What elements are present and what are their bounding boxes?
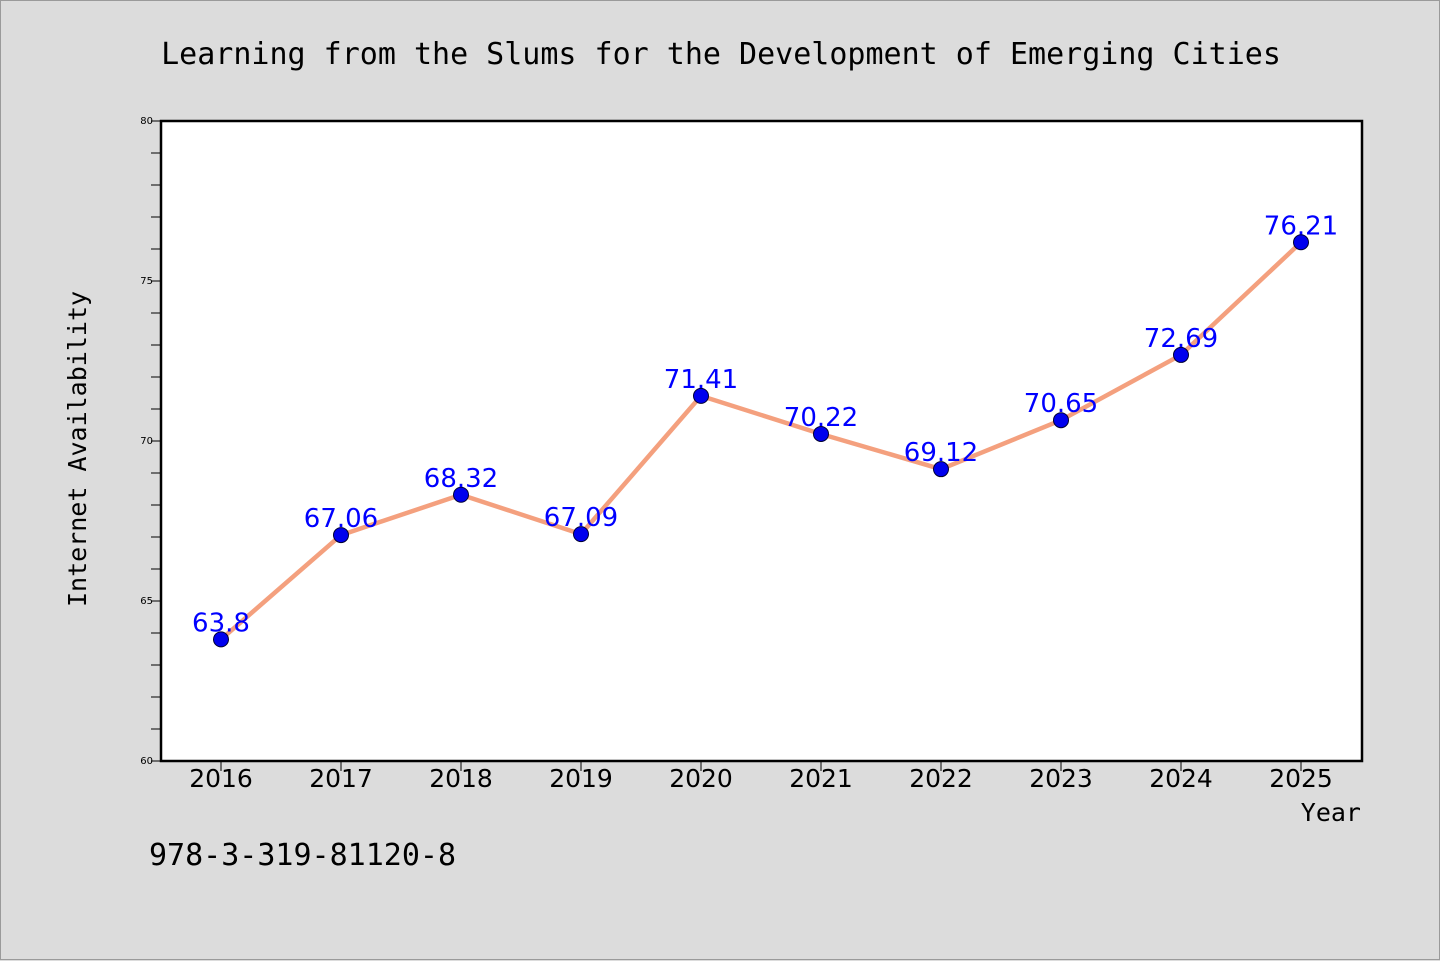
x-tick-label: 2023 <box>1029 764 1093 793</box>
data-point <box>1293 234 1309 251</box>
data-label: 71.41 <box>664 365 738 395</box>
plot-area <box>159 119 1364 763</box>
x-tick-label: 2022 <box>909 764 973 793</box>
isbn-code: 978-3-319-81120-8 <box>149 838 456 873</box>
data-label: 76.21 <box>1264 211 1338 241</box>
data-label: 63.8 <box>192 608 250 638</box>
y-axis: 60 65 70 75 80 <box>140 116 161 767</box>
data-point <box>1053 412 1069 429</box>
data-point <box>453 486 469 503</box>
x-axis-label: Year <box>1301 798 1361 827</box>
data-label: 69.12 <box>904 438 978 468</box>
data-point <box>693 387 709 404</box>
series-line <box>218 240 1304 642</box>
data-point <box>573 526 589 543</box>
y-tick-label: 65 <box>140 596 153 607</box>
data-label: 70.22 <box>784 403 858 433</box>
data-point <box>333 527 349 544</box>
x-tick-label: 2020 <box>669 764 733 793</box>
data-label: 67.06 <box>304 504 378 534</box>
x-tick-label: 2019 <box>549 764 613 793</box>
x-tick-label: 2024 <box>1149 764 1213 793</box>
x-tick-label: 2016 <box>189 764 253 793</box>
y-tick-label: 75 <box>140 276 153 287</box>
x-axis: 2016 2017 2018 2019 2020 2021 2022 2023 2024 2025 <box>189 761 1333 793</box>
x-tick-label: 2018 <box>429 764 493 793</box>
data-point <box>813 425 829 442</box>
chart-title: Learning from the Slums for the Developm… <box>161 37 1281 72</box>
data-label: 68.32 <box>424 464 498 494</box>
data-point <box>1173 346 1189 363</box>
data-point <box>213 631 229 648</box>
series-group: 63.8 67.06 68.32 67.09 71.41 70.22 69.12 70.65 7… <box>192 211 1338 648</box>
data-label: 67.09 <box>544 503 618 533</box>
data-point <box>933 461 949 478</box>
y-tick-label: 60 <box>140 756 153 767</box>
data-label: 72.69 <box>1144 324 1218 354</box>
x-tick-label: 2025 <box>1269 764 1333 793</box>
y-axis-label: Internet Availability <box>63 291 92 607</box>
x-tick-label: 2017 <box>309 764 373 793</box>
data-label: 70.65 <box>1024 389 1098 419</box>
x-tick-label: 2021 <box>789 764 853 793</box>
y-tick-label: 70 <box>140 436 153 447</box>
y-tick-label: 80 <box>140 116 153 127</box>
